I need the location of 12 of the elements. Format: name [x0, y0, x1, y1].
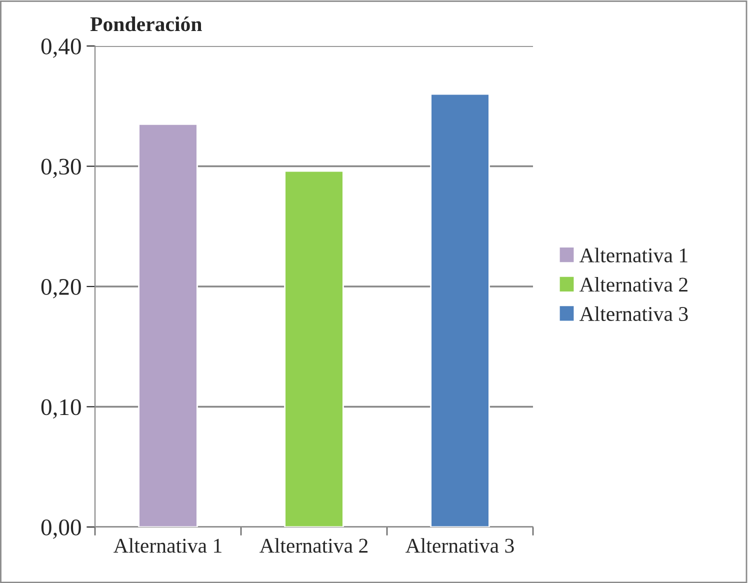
- y-tick-label: 0,40: [41, 38, 81, 58]
- legend-label: Alternativa 3: [579, 306, 688, 322]
- legend-label: Alternativa 1: [579, 248, 688, 262]
- y-tick-label: 0,10: [41, 399, 81, 419]
- legend-label: Alternativa 2: [579, 277, 688, 292]
- y-tick-label: 0,20: [41, 278, 81, 298]
- chart-title: Ponderación: [90, 16, 202, 32]
- y-tick-label: 0,30: [41, 158, 81, 178]
- x-tick-label: Alternativa 2: [260, 538, 368, 553]
- x-tick-label: Alternativa 1: [114, 538, 222, 553]
- y-tick-label: 0,00: [41, 519, 81, 539]
- x-tick-label: Alternativa 3: [406, 538, 514, 553]
